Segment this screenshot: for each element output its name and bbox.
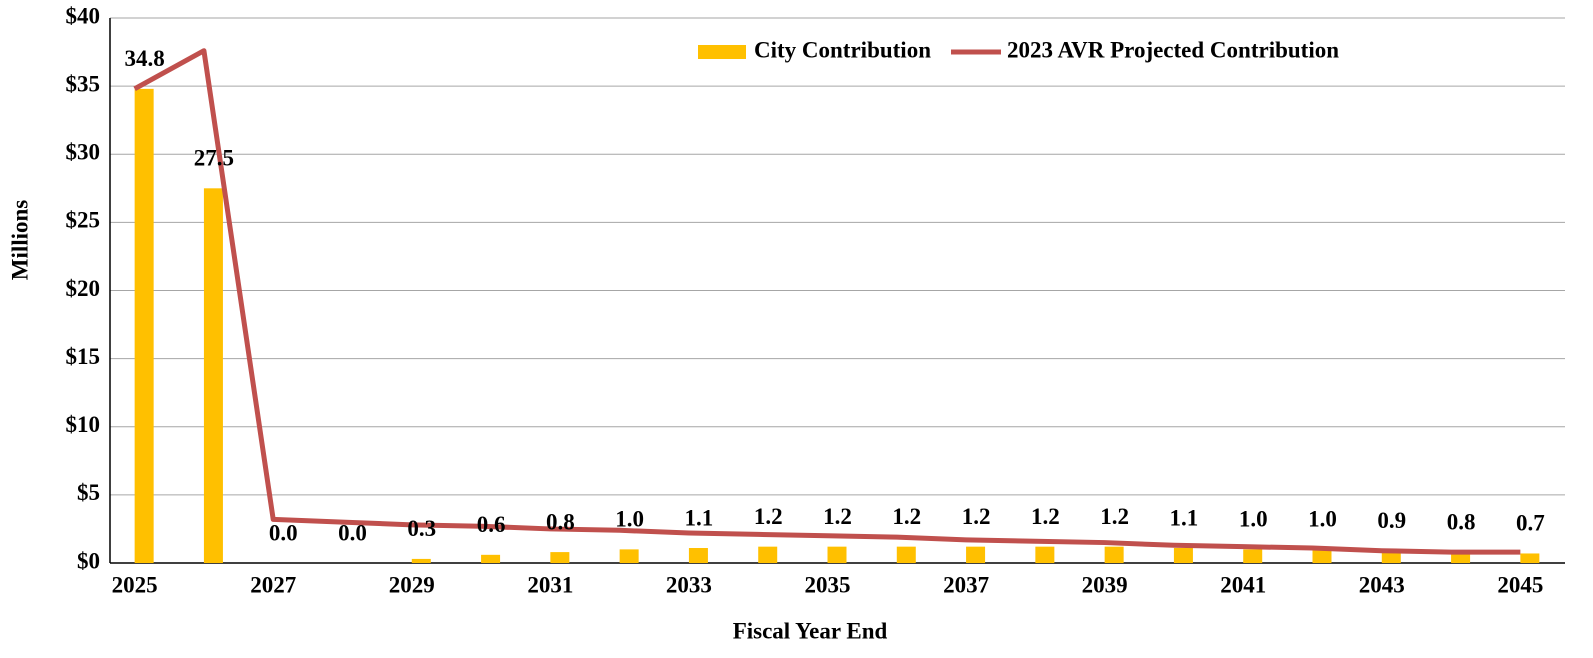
data-label: 1.1 — [1170, 505, 1199, 530]
y-tick-label: $25 — [66, 208, 101, 233]
bar — [688, 548, 708, 563]
bar — [1451, 552, 1471, 563]
bar — [1243, 549, 1263, 563]
data-label: 0.7 — [1516, 511, 1545, 536]
y-tick-label: $5 — [77, 480, 100, 505]
x-tick-label: 2039 — [1082, 572, 1128, 597]
x-axis-label: Fiscal Year End — [733, 618, 888, 643]
y-tick-label: $35 — [66, 71, 101, 96]
x-tick-label: 2027 — [250, 572, 296, 597]
x-tick-label: 2037 — [943, 572, 989, 597]
y-tick-label: $20 — [66, 276, 101, 301]
x-tick-label: 2043 — [1359, 572, 1405, 597]
data-label: 1.2 — [1031, 504, 1060, 529]
data-label: 1.0 — [615, 507, 644, 532]
bar — [481, 554, 501, 563]
x-tick-label: 2033 — [666, 572, 712, 597]
bar — [1173, 548, 1193, 563]
data-label: 1.2 — [892, 504, 921, 529]
data-label: 27.5 — [194, 146, 234, 171]
legend-label: City Contribution — [754, 37, 931, 62]
bar — [550, 552, 570, 563]
line — [133, 48, 1521, 555]
y-tick-label: $10 — [66, 412, 101, 437]
y-tick-label: $15 — [66, 344, 101, 369]
data-label: 1.2 — [1100, 504, 1129, 529]
data-label: 1.0 — [1239, 507, 1268, 532]
bar — [134, 88, 154, 563]
bar — [1035, 546, 1055, 563]
data-label: 1.2 — [962, 504, 991, 529]
x-tick-label: 2029 — [389, 572, 435, 597]
x-tick-label: 2045 — [1497, 572, 1543, 597]
legend-swatch — [698, 45, 746, 59]
legend-label: 2023 AVR Projected Contribution — [1007, 37, 1339, 62]
bar — [1520, 553, 1540, 563]
data-label: 0.3 — [407, 516, 436, 541]
data-label: 0.8 — [546, 509, 575, 534]
bar — [896, 546, 916, 563]
y-tick-label: $30 — [66, 140, 101, 165]
x-tick-label: 2041 — [1220, 572, 1266, 597]
data-label: 0.6 — [477, 512, 506, 537]
bar — [827, 546, 847, 563]
data-label: 34.8 — [125, 46, 165, 71]
data-label: 0.0 — [338, 520, 367, 545]
bar — [1381, 550, 1401, 563]
data-label: 1.2 — [754, 504, 783, 529]
x-tick-label: 2025 — [112, 572, 158, 597]
bar — [619, 549, 639, 563]
y-axis-label: Millions — [7, 200, 32, 281]
y-tick-label: $0 — [77, 548, 100, 573]
data-label: 1.2 — [823, 504, 852, 529]
x-tick-label: 2031 — [527, 572, 573, 597]
y-tick-label: $40 — [66, 3, 101, 28]
bar — [411, 558, 431, 563]
data-label: 1.1 — [685, 505, 714, 530]
bar — [1312, 549, 1332, 563]
bar — [758, 546, 778, 563]
data-label: 1.0 — [1308, 507, 1337, 532]
data-label: 0.9 — [1377, 508, 1406, 533]
x-tick-label: 2035 — [805, 572, 851, 597]
bar — [1104, 546, 1124, 563]
data-label: 0.8 — [1447, 509, 1476, 534]
bar — [966, 546, 986, 563]
data-label: 0.0 — [269, 520, 298, 545]
bar — [203, 188, 223, 563]
